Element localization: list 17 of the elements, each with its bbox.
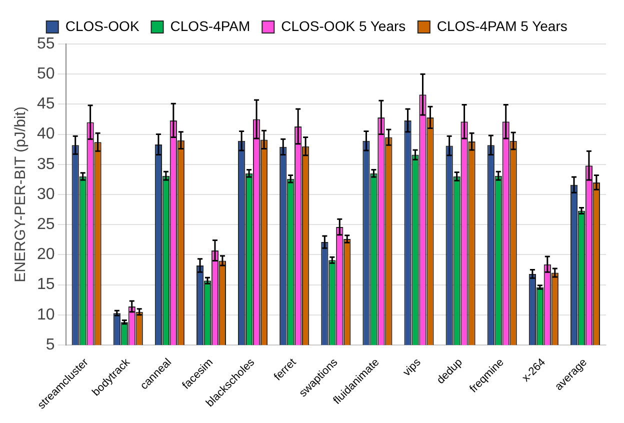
y-tick-label: 45: [37, 96, 55, 113]
y-tick-label: 50: [37, 66, 55, 83]
legend-label: CLOS-4PAM 5 Years: [436, 18, 568, 34]
y-axis-title: ENERGY-PER-BIT (pJ/bit): [12, 106, 30, 282]
y-tick-label: 5: [46, 336, 55, 354]
y-tick-label: 10: [37, 306, 55, 324]
y-tick-label: 40: [37, 126, 55, 143]
legend-label: CLOS-OOK 5 Years: [281, 18, 406, 34]
y-tick-label: 55: [37, 35, 55, 52]
y-tick-label: 25: [37, 216, 55, 233]
y-tick-label: 15: [37, 276, 55, 294]
legend-label: CLOS-4PAM: [170, 18, 250, 34]
legend-label: CLOS-OOK: [65, 18, 140, 34]
y-tick-label: 20: [37, 246, 55, 264]
y-tick-label: 35: [37, 156, 55, 173]
x-tick-label: vips: [400, 356, 424, 379]
y-tick-label: 30: [37, 186, 55, 203]
